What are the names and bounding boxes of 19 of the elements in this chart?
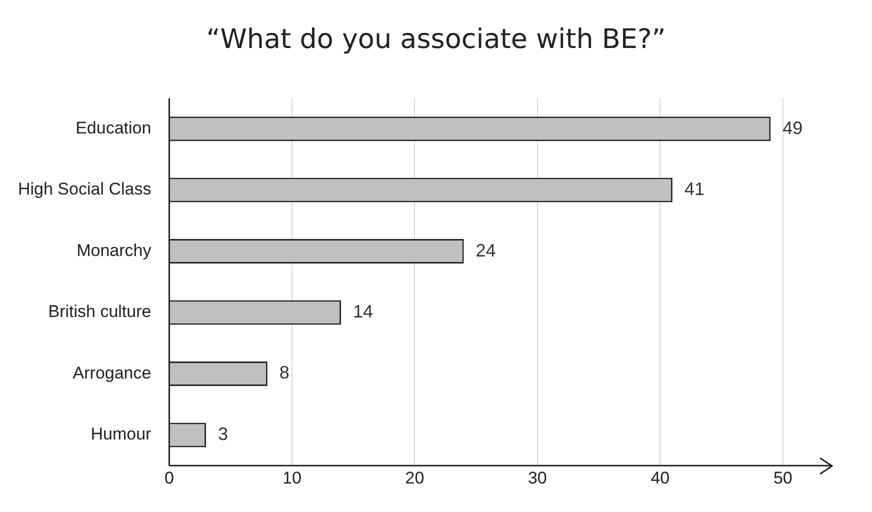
x-tick-label: 10 (282, 468, 302, 488)
y-tick-label: Education (76, 118, 152, 138)
x-tick-label: 50 (773, 468, 792, 488)
y-tick-label: Monarchy (76, 240, 152, 260)
data-label: 49 (782, 118, 803, 138)
chart-title: “What do you associate with BE?” (205, 23, 667, 57)
y-tick-label: British culture (48, 302, 152, 322)
data-label: 24 (476, 240, 496, 260)
data-label: 3 (218, 424, 228, 444)
y-tick-label: Arrogance (72, 363, 152, 382)
x-tick-label: 20 (405, 468, 424, 488)
data-label: 41 (684, 179, 704, 200)
x-tick-label: 40 (650, 468, 670, 488)
y-tick-label: High Social Class (18, 180, 152, 199)
x-tick-label: 0 (164, 468, 174, 488)
x-tick-label: 30 (528, 468, 547, 488)
data-label: 14 (353, 301, 374, 322)
y-tick-label: Humour (90, 424, 152, 444)
data-label: 8 (279, 362, 290, 383)
